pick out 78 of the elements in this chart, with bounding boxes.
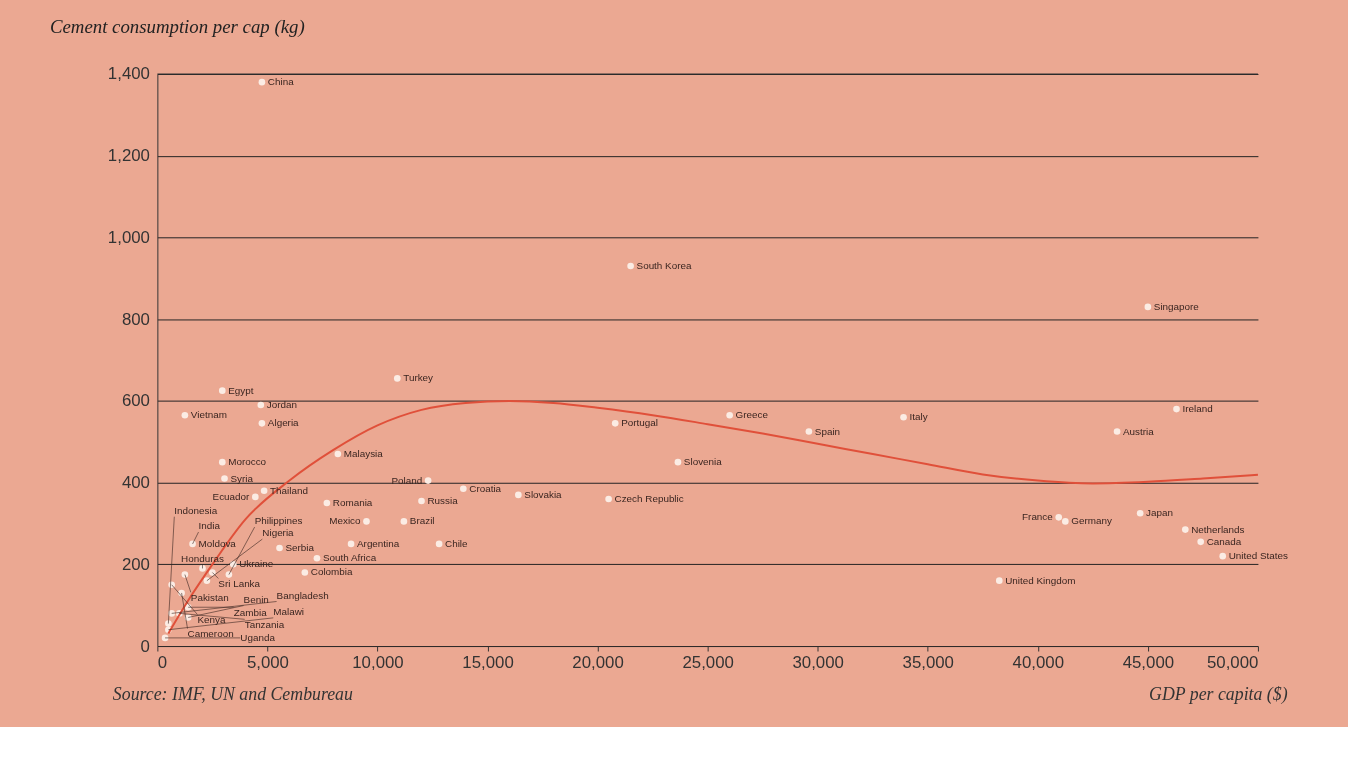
annotation: Philippines (254, 515, 303, 527)
annotation: Greece (735, 409, 769, 421)
annotation: Russia (427, 494, 459, 506)
x-tick-label: 25,000 (682, 653, 734, 673)
annotation: Uganda (240, 631, 276, 643)
x-axis-title: GDP per capita ($) (1149, 683, 1288, 705)
annotation: Mexico (329, 515, 362, 527)
annotation: Serbia (285, 541, 315, 553)
annotation: Argentina (357, 537, 400, 549)
annotation: Portugal (621, 417, 658, 429)
x-tick-label: 15,000 (462, 653, 514, 673)
y-tick-label: 800 (121, 309, 150, 329)
annotation: Slovakia (524, 488, 563, 500)
annotation: China (267, 76, 295, 88)
annotation: Netherlands (1191, 523, 1245, 535)
y-tick-label: 400 (121, 473, 150, 493)
annotation: Japan (1146, 507, 1174, 519)
annotation: Cameroon (187, 628, 234, 640)
annotation: Turkey (403, 372, 434, 384)
annotation: Colombia (310, 566, 353, 578)
annotation: Kenya (197, 614, 226, 626)
annotation: Ecuador (212, 490, 251, 502)
annotation: Poland (391, 474, 423, 486)
annotation: Malawi (273, 605, 305, 617)
source-note: Source: IMF, UN and Cembureau (112, 683, 353, 704)
x-tick-label: 50,000 (1206, 653, 1259, 673)
chart-title: Cement consumption per cap (kg) (49, 16, 305, 39)
y-tick-label: 200 (121, 554, 150, 574)
annotation: Morocco (228, 456, 267, 468)
x-tick-label: 10,000 (352, 653, 404, 673)
annotation: Germany (1071, 515, 1112, 527)
annotation: Singapore (1153, 300, 1200, 312)
annotation: Egypt (228, 384, 254, 396)
annotation: Romania (332, 497, 373, 509)
annotation: South Korea (636, 260, 692, 272)
annotation: Indonesia (174, 504, 218, 516)
annotation: Pakistan (190, 592, 229, 604)
annotation: Vietnam (190, 409, 227, 421)
annotation: Canada (1206, 535, 1242, 547)
annotation: Spain (814, 425, 841, 437)
annotation: Croatia (469, 482, 502, 494)
annotation: South Africa (322, 552, 377, 564)
annotation: Tanzania (244, 619, 285, 631)
annotation: Benin (243, 593, 269, 605)
annotation: Brazil (409, 515, 435, 527)
y-tick-label: 1,000 (107, 227, 150, 247)
annotation: Zambia (233, 607, 268, 619)
annotation: India (198, 520, 221, 532)
x-tick-label: 0 (157, 653, 168, 673)
x-tick-label: 30,000 (792, 653, 844, 673)
y-tick-label: 0 (140, 636, 150, 656)
x-tick-label: 35,000 (902, 653, 954, 673)
annotation: Chile (445, 537, 469, 549)
annotation: Sri Lanka (218, 578, 261, 590)
x-tick-label: 20,000 (572, 653, 624, 673)
y-tick-label: 600 (121, 391, 150, 411)
x-tick-label: 5,000 (246, 653, 289, 673)
annotation: Nigeria (262, 527, 295, 539)
annotation: Honduras (181, 552, 224, 564)
annotation: Czech Republic (614, 492, 684, 504)
annotation: Malaysia (343, 447, 384, 459)
y-tick-label: 1,400 (107, 64, 150, 84)
x-tick-label: 40,000 (1012, 653, 1065, 673)
annotation: Jordan (266, 398, 297, 410)
annotation: France (1022, 511, 1054, 523)
annotation: Syria (230, 472, 254, 484)
y-tick-label: 1,200 (107, 146, 150, 166)
annotation: Thailand (270, 484, 308, 496)
annotation: Slovenia (683, 456, 723, 468)
annotation: Moldova (198, 537, 237, 549)
annotation: Algeria (267, 417, 300, 429)
annotation: Ireland (1182, 403, 1213, 415)
annotation: Bangladesh (276, 589, 329, 601)
annotation: Italy (909, 411, 928, 423)
annotation: United States (1228, 550, 1288, 562)
x-tick-label: 45,000 (1122, 653, 1175, 673)
annotation: United Kingdom (1005, 574, 1076, 586)
annotation: Austria (1123, 425, 1155, 437)
